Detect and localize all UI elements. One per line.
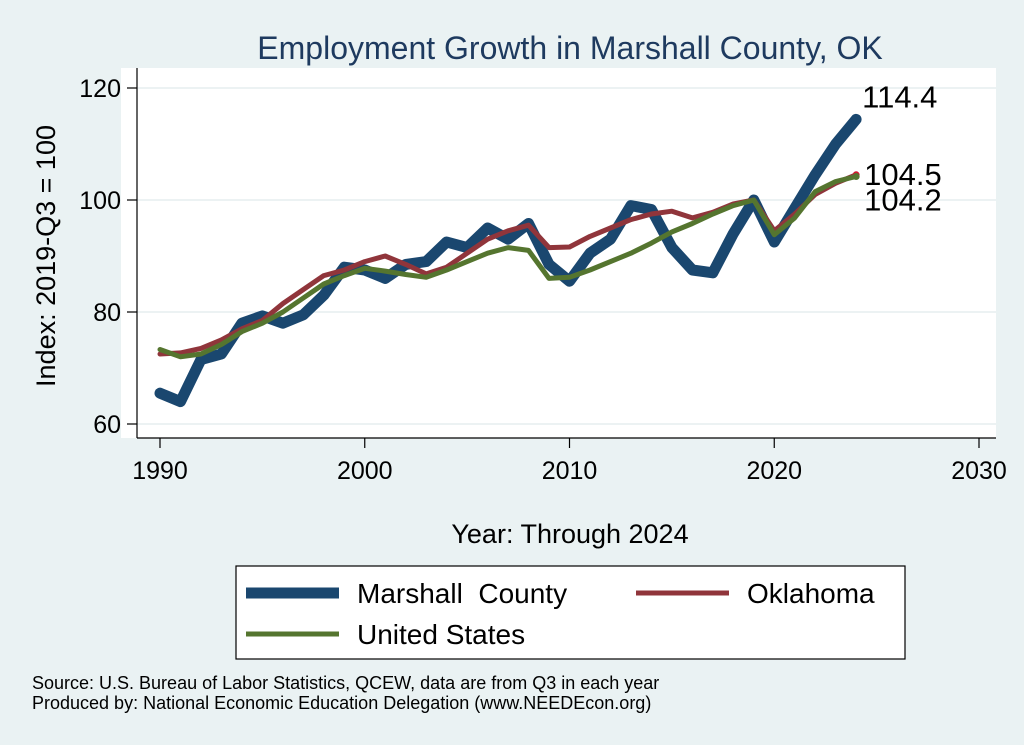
y-tick-label-60: 60 — [93, 411, 121, 439]
end-point-united-states — [852, 172, 860, 180]
series-lines — [154, 113, 862, 408]
end-label-united-states: 104.2 — [864, 182, 942, 217]
x-tick-label-2020: 2020 — [746, 457, 802, 485]
series-line-marshall-county — [154, 113, 862, 408]
legend: Marshall County Oklahoma United States — [235, 565, 906, 660]
plot-area — [121, 68, 996, 438]
legend-label-oklahoma: Oklahoma — [747, 578, 875, 609]
producer-note: Produced by: National Economic Education… — [32, 693, 651, 713]
y-tick-label-80: 80 — [93, 299, 121, 327]
x-axis-title: Year: Through 2024 — [451, 519, 688, 549]
end-label-oklahoma: 104.5 — [864, 157, 942, 192]
x-tick-label-2010: 2010 — [542, 457, 598, 485]
chart-title: Employment Growth in Marshall County, OK — [257, 30, 882, 66]
legend-label-marshall-county: Marshall County — [357, 578, 567, 609]
y-tick-label-120: 120 — [79, 75, 121, 103]
x-ticks: 1990 2000 2010 2020 2030 — [132, 438, 1007, 485]
legend-label-united-states: United States — [357, 619, 525, 650]
series-line-united-states — [157, 174, 859, 360]
x-tick-label-2000: 2000 — [337, 457, 393, 485]
x-tick-label-2030: 2030 — [951, 457, 1007, 485]
y-ticks: 60 80 100 120 — [79, 75, 137, 439]
source-note: Source: U.S. Bureau of Labor Statistics,… — [32, 673, 659, 693]
x-tick-label-1990: 1990 — [132, 457, 188, 485]
end-label-marshall-county: 114.4 — [862, 79, 937, 114]
legend-box — [235, 565, 906, 660]
end-point-marshall-county — [851, 114, 862, 125]
axes — [136, 68, 996, 439]
y-axis-title: Index: 2019-Q3 = 100 — [31, 125, 61, 387]
y-tick-label-100: 100 — [79, 187, 121, 215]
